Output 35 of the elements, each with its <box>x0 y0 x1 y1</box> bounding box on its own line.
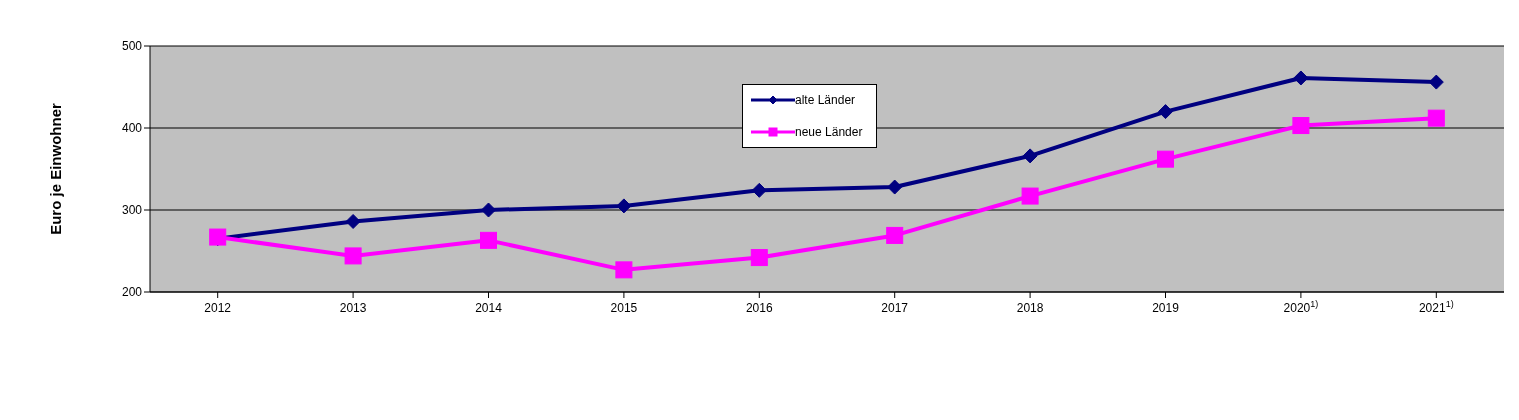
x-tick-label: 2012 <box>204 301 232 315</box>
point <box>616 198 632 214</box>
point <box>1427 109 1445 127</box>
y-axis-title: Euro je Einwohner <box>47 103 65 235</box>
x-tick-label: 2018 <box>1016 301 1044 315</box>
legend-label: neue Länder <box>795 125 863 139</box>
point <box>750 249 768 267</box>
point <box>886 226 904 244</box>
point <box>887 179 903 195</box>
point <box>1157 150 1174 168</box>
point <box>751 182 767 198</box>
point <box>1158 104 1173 120</box>
point <box>1021 187 1039 205</box>
x-tick-label: 2017 <box>881 301 909 315</box>
x-tick-label: 2019 <box>1152 301 1180 315</box>
x-tick-label: 2021$^{1)}$ <box>1418 299 1454 315</box>
point <box>615 261 633 279</box>
x-tick-label: 2016 <box>745 301 773 315</box>
x-tick-label: 2020$^{1)}$ <box>1283 299 1319 315</box>
point <box>1292 117 1310 135</box>
y-tick-label: 300 <box>121 203 143 218</box>
y-tick-label: 500 <box>121 39 143 54</box>
point <box>1293 70 1309 86</box>
x-tick-label: 2015 <box>610 301 638 315</box>
x-tick-label: 2013 <box>339 301 367 315</box>
point <box>344 247 362 265</box>
point <box>481 202 496 218</box>
legend-label: alte Länder <box>795 93 856 107</box>
x-tick-label: 2014 <box>475 301 503 315</box>
y-tick-label: 400 <box>121 121 143 136</box>
y-tick-label: 200 <box>121 285 143 300</box>
point <box>1022 148 1038 164</box>
point <box>345 213 361 229</box>
point <box>1428 74 1444 90</box>
point <box>480 231 497 249</box>
